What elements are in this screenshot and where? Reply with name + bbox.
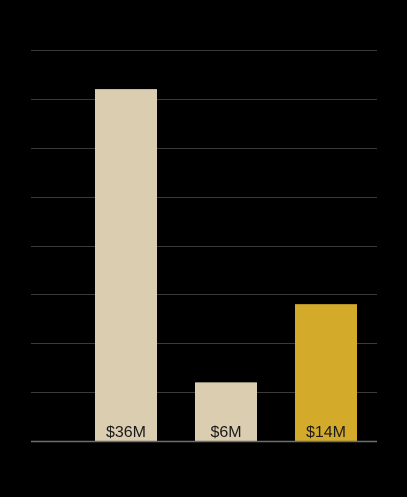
bar-0: [95, 89, 157, 441]
bar-label-1: $6M: [210, 424, 241, 441]
bar-2: [295, 304, 357, 441]
bar-label-2: $14M: [306, 424, 346, 441]
bar-label-0: $36M: [106, 424, 146, 441]
gridlines: [31, 50, 377, 393]
bars: [95, 89, 357, 441]
data-labels: $36M $6M $14M: [106, 424, 346, 441]
bar-1: [195, 382, 257, 441]
